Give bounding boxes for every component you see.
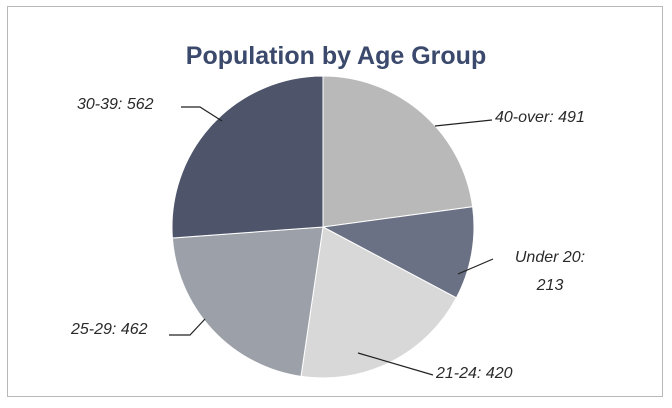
- data-label: 30-39: 562: [77, 96, 154, 113]
- pie-slice-21-24: [300, 226, 458, 379]
- pie-slice-30-39: [171, 75, 324, 239]
- pie-slice-40-over: [322, 75, 474, 228]
- leader-line: [457, 258, 494, 275]
- leader-line: [181, 106, 223, 122]
- chart-title: Population by Age Group: [185, 42, 487, 70]
- pie-slice-25-29: [171, 226, 324, 377]
- data-label: 213: [536, 277, 564, 294]
- leader-line: [434, 119, 493, 127]
- data-label: 25-29: 462: [70, 321, 148, 338]
- data-label: 40-over: 491: [495, 109, 585, 126]
- data-label: Under 20:: [515, 249, 585, 266]
- pie-slice-under-20: [321, 206, 475, 299]
- leader-line: [357, 352, 434, 376]
- leader-line: [169, 318, 206, 336]
- data-label: 21-24: 420: [435, 365, 513, 382]
